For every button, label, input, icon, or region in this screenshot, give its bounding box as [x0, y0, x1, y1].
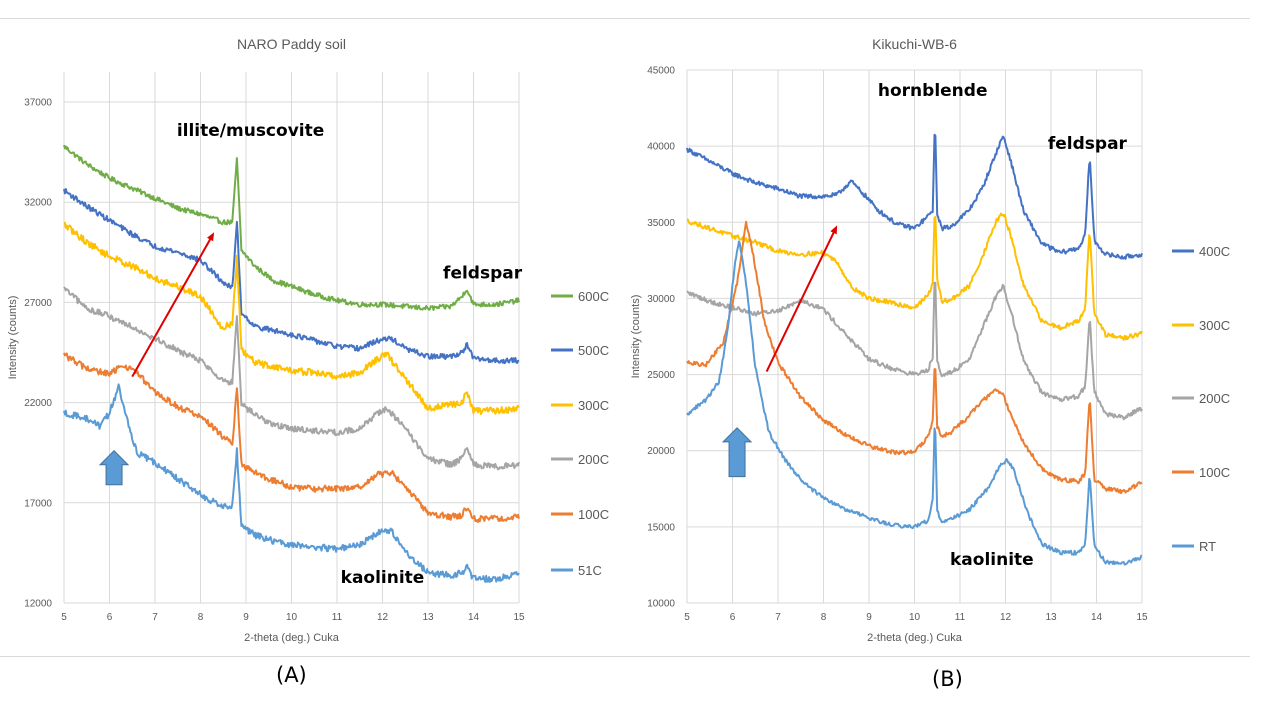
- chart-a: NARO Paddy soil 5 6 7 8 9 10 11 12 13 14 15 12000 170…: [7, 36, 609, 644]
- x-tick-label: 10: [909, 612, 921, 623]
- x-tick-label: 9: [243, 612, 249, 623]
- bottom-divider: [0, 656, 1250, 657]
- x-tick-label: 13: [1045, 612, 1057, 623]
- top-divider: [0, 18, 1250, 19]
- trend-arrow: [765, 228, 837, 372]
- x-tick-label: 5: [61, 612, 67, 623]
- y-tick-label: 37000: [24, 98, 52, 109]
- legend-label-300C: 300C: [578, 398, 609, 413]
- series-line-400C: [686, 133, 1143, 260]
- y-tick-label: 10000: [647, 599, 675, 610]
- y-tick-label: 20000: [647, 446, 675, 457]
- y-tick-label: 32000: [24, 198, 52, 209]
- legend-label-500C: 500C: [578, 343, 609, 358]
- y-tick-label: 12000: [24, 599, 52, 610]
- y-tick-label: 45000: [647, 66, 675, 77]
- x-tick-label: 6: [107, 612, 113, 623]
- y-axis-label: Intensity (counts): [630, 295, 642, 379]
- chart-title: Kikuchi-WB-6: [872, 36, 957, 52]
- peak-marker-arrow: [98, 450, 130, 486]
- y-tick-label: 40000: [647, 142, 675, 153]
- x-tick-label: 15: [513, 612, 525, 623]
- x-tick-label: 5: [684, 612, 690, 623]
- series-line-RT: [686, 240, 1143, 566]
- y-tick-label: 17000: [24, 498, 52, 509]
- legend-label-100C: 100C: [578, 507, 609, 522]
- annotation-illite-muscovite: illite/muscovite: [177, 121, 324, 141]
- peak-marker-arrow: [721, 427, 753, 478]
- x-tick-label: 13: [422, 612, 434, 623]
- trend-arrow: [131, 235, 214, 378]
- legend-label-100C: 100C: [1199, 465, 1230, 480]
- x-axis-label: 2-theta (deg.) Cuka: [867, 632, 963, 644]
- series-line-300C: [63, 221, 520, 415]
- x-tick-label: 14: [1091, 612, 1103, 623]
- x-tick-label: 8: [821, 612, 827, 623]
- x-tick-label: 12: [377, 612, 389, 623]
- panel-label-a: (A): [276, 663, 307, 687]
- legend-label-200C: 200C: [1199, 391, 1230, 406]
- series-line-100C: [686, 220, 1143, 495]
- y-tick-label: 27000: [24, 298, 52, 309]
- x-tick-label: 15: [1136, 612, 1148, 623]
- series-line-200C: [63, 286, 520, 471]
- x-tick-label: 11: [332, 612, 343, 623]
- panel-label-b: (B): [932, 667, 963, 691]
- y-axis-label: Intensity (counts): [7, 296, 19, 380]
- legend-label-600C: 600C: [578, 289, 609, 304]
- series-line-600C: [63, 144, 520, 311]
- series-line-100C: [63, 352, 520, 523]
- x-tick-label: 7: [152, 612, 158, 623]
- x-tick-label: 12: [1000, 612, 1012, 623]
- x-tick-label: 11: [955, 612, 966, 623]
- annotation-hornblende: hornblende: [878, 81, 988, 101]
- series-line-500C: [63, 188, 520, 365]
- annotation-kaolinite: kaolinite: [341, 568, 425, 588]
- chart-title: NARO Paddy soil: [237, 36, 346, 52]
- y-tick-label: 25000: [647, 370, 675, 381]
- x-tick-label: 14: [468, 612, 480, 623]
- trend-arrow-head: [207, 232, 215, 242]
- x-tick-label: 7: [775, 612, 781, 623]
- legend-label-200C: 200C: [578, 452, 609, 467]
- annotation-feldspar: feldspar: [443, 263, 523, 283]
- annotation-feldspar: feldspar: [1048, 134, 1128, 154]
- series-line-51C: [63, 383, 520, 583]
- annotation-kaolinite: kaolinite: [950, 550, 1034, 570]
- legend-label-300C: 300C: [1199, 318, 1230, 333]
- series-line-300C: [686, 212, 1143, 341]
- legend-label-51C: 51C: [578, 563, 602, 578]
- legend-label-RT: RT: [1199, 539, 1216, 554]
- x-tick-label: 6: [730, 612, 736, 623]
- x-tick-label: 9: [866, 612, 872, 623]
- y-tick-label: 30000: [647, 294, 675, 305]
- legend-label-400C: 400C: [1199, 244, 1230, 259]
- y-tick-label: 22000: [24, 398, 52, 409]
- x-tick-label: 10: [286, 612, 298, 623]
- y-tick-label: 15000: [647, 522, 675, 533]
- trend-arrow-head: [830, 225, 838, 235]
- y-tick-label: 35000: [647, 218, 675, 229]
- x-axis-label: 2-theta (deg.) Cuka: [244, 632, 340, 644]
- x-tick-label: 8: [198, 612, 204, 623]
- chart-b: Kikuchi-WB-6 5 6 7 8 9 10 11 12 13 14 15 10000 15000 2…: [630, 36, 1230, 644]
